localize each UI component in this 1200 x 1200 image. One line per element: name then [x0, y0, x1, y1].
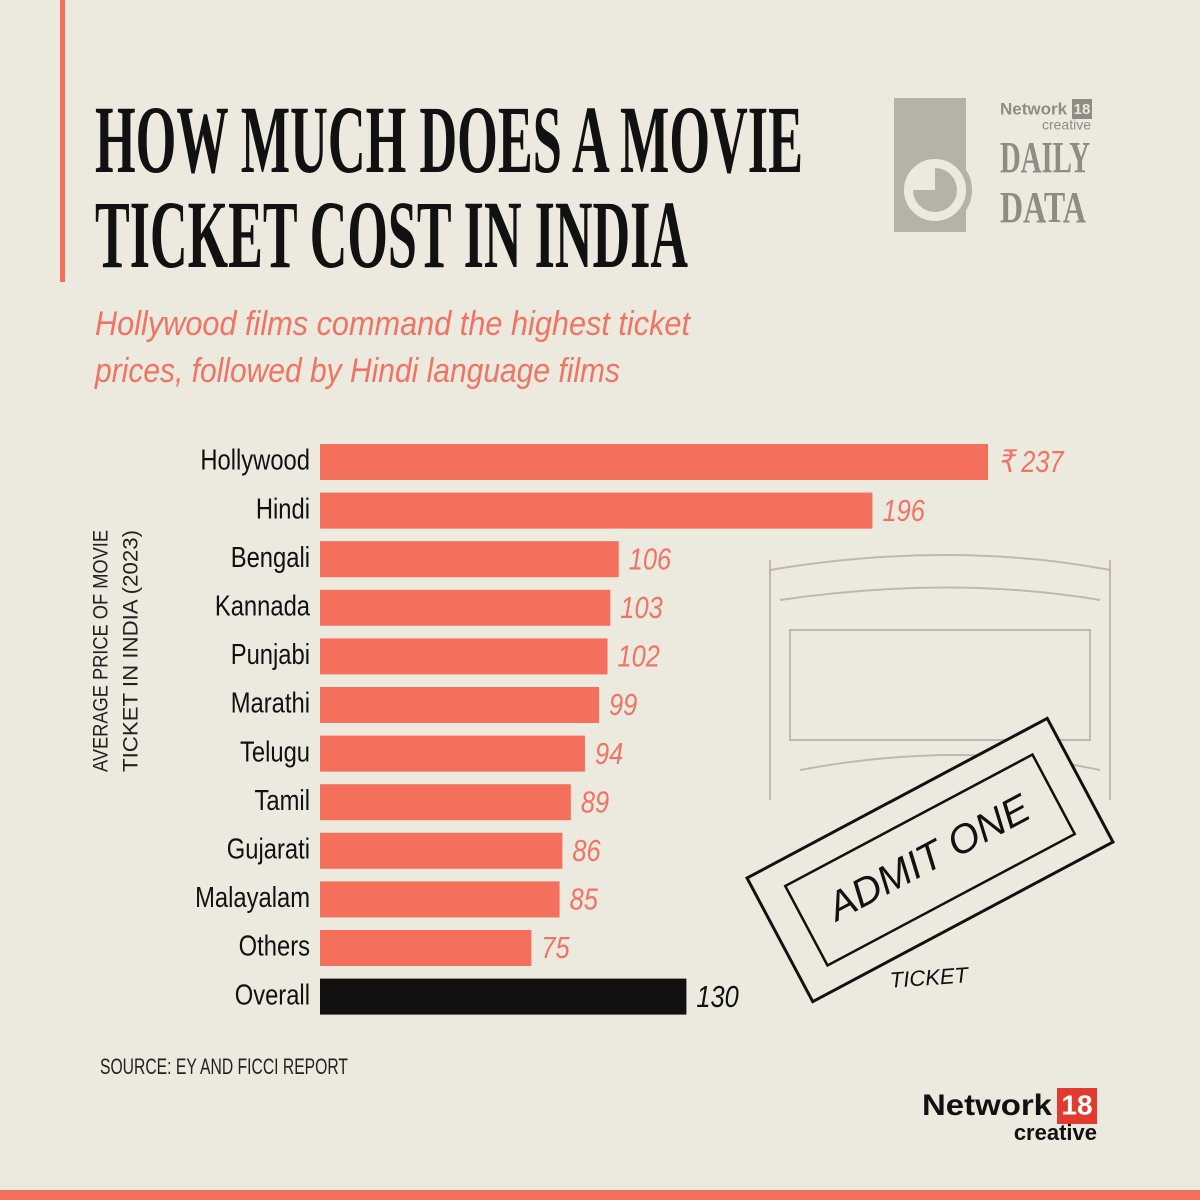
value-label: 103: [620, 591, 663, 626]
screen: [789, 629, 1091, 741]
logo-brand: Network: [922, 1089, 1052, 1122]
balcony: [769, 554, 1111, 601]
ticket: [745, 716, 1115, 1004]
logo-number: 18: [1074, 101, 1091, 118]
bar: [320, 735, 585, 772]
subtitle: prices, followed by Hindi language films: [94, 352, 620, 390]
ticket-border: [783, 752, 1077, 968]
bar: [320, 978, 687, 1015]
bar: [320, 687, 600, 723]
category-label: Hindi: [256, 492, 310, 525]
theater-sketch: [769, 554, 1111, 800]
y-axis-label: AVERAGE PRICE OF MOVIE: [90, 530, 113, 772]
value-label: 106: [629, 542, 672, 577]
bar: [320, 589, 611, 626]
accent-line: [60, 0, 65, 282]
ticket-caption: TICKET: [889, 962, 970, 993]
source: SOURCE: EY AND FICCI REPORT: [100, 1054, 348, 1079]
category-label: Marathi: [231, 686, 310, 719]
bar: [320, 541, 619, 578]
chart-title: TICKET COST IN INDIA: [95, 181, 688, 288]
logo-badge: [1072, 99, 1092, 119]
category-label: Gujarati: [227, 832, 310, 865]
category-label: Bengali: [231, 541, 310, 574]
chart-title: HOW MUCH DOES A MOVIE: [95, 86, 803, 193]
value-label: 102: [617, 639, 660, 674]
bar: [320, 930, 532, 966]
bar: [320, 881, 560, 918]
logo-tag: creative: [1014, 1120, 1097, 1145]
value-label: 99: [609, 688, 637, 723]
value-label: 89: [581, 785, 609, 820]
category-label: Telugu: [240, 735, 310, 768]
logo-badge: [1057, 1088, 1097, 1124]
logo-tag: creative: [1042, 117, 1091, 133]
logo-brand: Network: [1000, 99, 1068, 118]
category-label: Overall: [235, 978, 310, 1011]
category-label: Punjabi: [231, 638, 310, 671]
value-label: 85: [570, 882, 598, 917]
y-axis-label: TICKET IN INDIA (2023): [120, 530, 143, 772]
bar: [320, 638, 608, 675]
value-label: 75: [541, 931, 569, 966]
value-label: ₹ 237: [998, 445, 1065, 480]
logo-mark: [913, 168, 957, 212]
logo-number: 18: [1061, 1089, 1092, 1120]
bar: [320, 832, 563, 869]
bar: [320, 784, 571, 821]
value-label: 130: [696, 979, 739, 1014]
bar: [320, 444, 988, 480]
category-label: Kannada: [215, 589, 310, 622]
logo-series: DATA: [1000, 183, 1086, 232]
top-logo: Network 18 creative DAILY DATA: [894, 98, 1092, 232]
category-label: Malayalam: [195, 881, 310, 914]
bar: [320, 492, 873, 529]
category-label: Others: [239, 929, 310, 962]
subtitle: Hollywood films command the highest tick…: [95, 305, 691, 343]
bottom-logo: Network 18 creative: [922, 1088, 1097, 1145]
logo-series: DAILY: [1000, 133, 1090, 182]
value-label: 196: [882, 493, 925, 528]
value-label: 94: [595, 736, 623, 771]
plot: Hollywood ₹ 237 Hindi 196 Bengali 106 Kannada 1…: [195, 443, 1065, 1015]
category-label: Hollywood: [200, 443, 310, 476]
value-label: 86: [572, 834, 600, 869]
category-label: Tamil: [255, 784, 310, 817]
bottom-strip: [0, 1190, 1200, 1200]
